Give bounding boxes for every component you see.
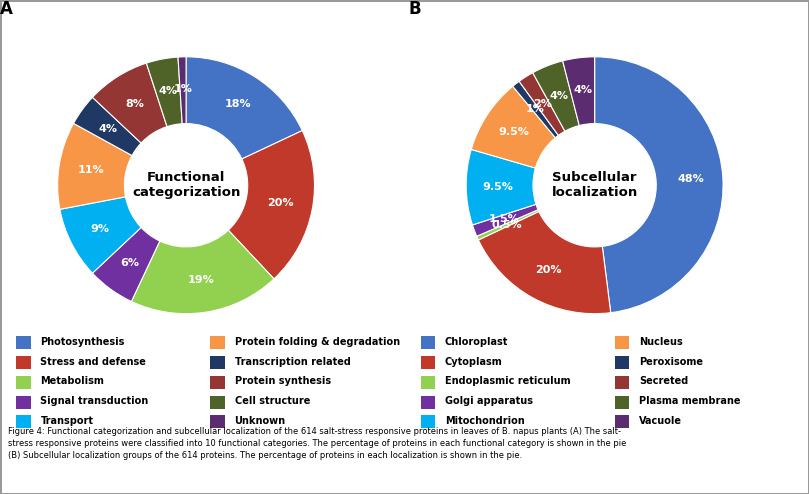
Wedge shape bbox=[178, 57, 186, 124]
Text: Mitochondrion: Mitochondrion bbox=[445, 416, 525, 426]
FancyBboxPatch shape bbox=[615, 356, 629, 369]
Wedge shape bbox=[186, 57, 303, 159]
Text: Unknown: Unknown bbox=[235, 416, 286, 426]
FancyBboxPatch shape bbox=[16, 356, 31, 369]
Text: Protein folding & degradation: Protein folding & degradation bbox=[235, 337, 400, 347]
Text: 0.5%: 0.5% bbox=[492, 220, 522, 230]
Text: 1.5%: 1.5% bbox=[489, 214, 520, 224]
Text: Functional
categorization: Functional categorization bbox=[132, 171, 240, 199]
Text: Golgi apparatus: Golgi apparatus bbox=[445, 396, 533, 406]
Text: 9.5%: 9.5% bbox=[498, 127, 530, 137]
Wedge shape bbox=[472, 86, 555, 168]
FancyBboxPatch shape bbox=[210, 336, 225, 349]
Text: Subcellular
localization: Subcellular localization bbox=[552, 171, 637, 199]
Wedge shape bbox=[478, 211, 611, 314]
Wedge shape bbox=[533, 61, 579, 131]
Text: Vacuole: Vacuole bbox=[639, 416, 682, 426]
Text: Metabolism: Metabolism bbox=[40, 376, 104, 386]
Text: Secreted: Secreted bbox=[639, 376, 688, 386]
Text: 48%: 48% bbox=[677, 174, 704, 184]
Text: 11%: 11% bbox=[78, 165, 104, 175]
Text: 6%: 6% bbox=[120, 258, 139, 268]
Text: Protein synthesis: Protein synthesis bbox=[235, 376, 331, 386]
Text: 9.5%: 9.5% bbox=[483, 182, 514, 192]
Text: 18%: 18% bbox=[224, 99, 251, 109]
Text: 1%: 1% bbox=[526, 104, 545, 114]
Wedge shape bbox=[60, 197, 141, 273]
Wedge shape bbox=[57, 124, 132, 209]
Text: Photosynthesis: Photosynthesis bbox=[40, 337, 125, 347]
FancyBboxPatch shape bbox=[16, 396, 31, 409]
FancyBboxPatch shape bbox=[16, 336, 31, 349]
Wedge shape bbox=[228, 130, 315, 279]
FancyBboxPatch shape bbox=[615, 376, 629, 389]
FancyBboxPatch shape bbox=[615, 415, 629, 428]
FancyBboxPatch shape bbox=[421, 415, 435, 428]
Text: Endoplasmic reticulum: Endoplasmic reticulum bbox=[445, 376, 570, 386]
Text: 4%: 4% bbox=[549, 91, 569, 101]
FancyBboxPatch shape bbox=[615, 396, 629, 409]
Text: B: B bbox=[409, 0, 421, 18]
Wedge shape bbox=[472, 205, 538, 236]
Wedge shape bbox=[513, 82, 558, 138]
Text: Stress and defense: Stress and defense bbox=[40, 357, 146, 367]
Text: Plasma membrane: Plasma membrane bbox=[639, 396, 740, 406]
Wedge shape bbox=[74, 97, 141, 156]
FancyBboxPatch shape bbox=[210, 415, 225, 428]
Text: 4%: 4% bbox=[573, 84, 592, 95]
Text: Transcription related: Transcription related bbox=[235, 357, 350, 367]
Text: Transport: Transport bbox=[40, 416, 94, 426]
Text: A: A bbox=[0, 0, 13, 18]
FancyBboxPatch shape bbox=[210, 356, 225, 369]
Text: 20%: 20% bbox=[268, 198, 294, 208]
Text: 8%: 8% bbox=[125, 99, 144, 109]
Text: 4%: 4% bbox=[99, 124, 117, 134]
Wedge shape bbox=[466, 149, 536, 225]
Text: Signal transduction: Signal transduction bbox=[40, 396, 149, 406]
Text: 9%: 9% bbox=[91, 224, 110, 234]
Text: Cytoplasm: Cytoplasm bbox=[445, 357, 502, 367]
Wedge shape bbox=[131, 230, 274, 314]
Text: Cell structure: Cell structure bbox=[235, 396, 310, 406]
Wedge shape bbox=[146, 57, 182, 126]
Wedge shape bbox=[477, 210, 539, 240]
Text: Nucleus: Nucleus bbox=[639, 337, 683, 347]
FancyBboxPatch shape bbox=[421, 336, 435, 349]
FancyBboxPatch shape bbox=[421, 396, 435, 409]
Wedge shape bbox=[595, 57, 723, 313]
FancyBboxPatch shape bbox=[615, 336, 629, 349]
Text: 19%: 19% bbox=[188, 275, 214, 286]
Text: 2%: 2% bbox=[534, 99, 553, 109]
FancyBboxPatch shape bbox=[421, 376, 435, 389]
Wedge shape bbox=[92, 227, 160, 301]
Text: 1%: 1% bbox=[174, 84, 193, 94]
Text: Peroxisome: Peroxisome bbox=[639, 357, 703, 367]
FancyBboxPatch shape bbox=[210, 396, 225, 409]
Text: Figure 4: Functional categorization and subcellular localization of the 614 salt: Figure 4: Functional categorization and … bbox=[8, 427, 626, 460]
Text: Chloroplast: Chloroplast bbox=[445, 337, 508, 347]
Wedge shape bbox=[563, 57, 595, 125]
Text: 20%: 20% bbox=[535, 265, 561, 275]
FancyBboxPatch shape bbox=[210, 376, 225, 389]
Wedge shape bbox=[519, 73, 565, 135]
Wedge shape bbox=[92, 63, 167, 143]
Text: 4%: 4% bbox=[159, 85, 177, 96]
FancyBboxPatch shape bbox=[421, 356, 435, 369]
FancyBboxPatch shape bbox=[16, 376, 31, 389]
FancyBboxPatch shape bbox=[16, 415, 31, 428]
